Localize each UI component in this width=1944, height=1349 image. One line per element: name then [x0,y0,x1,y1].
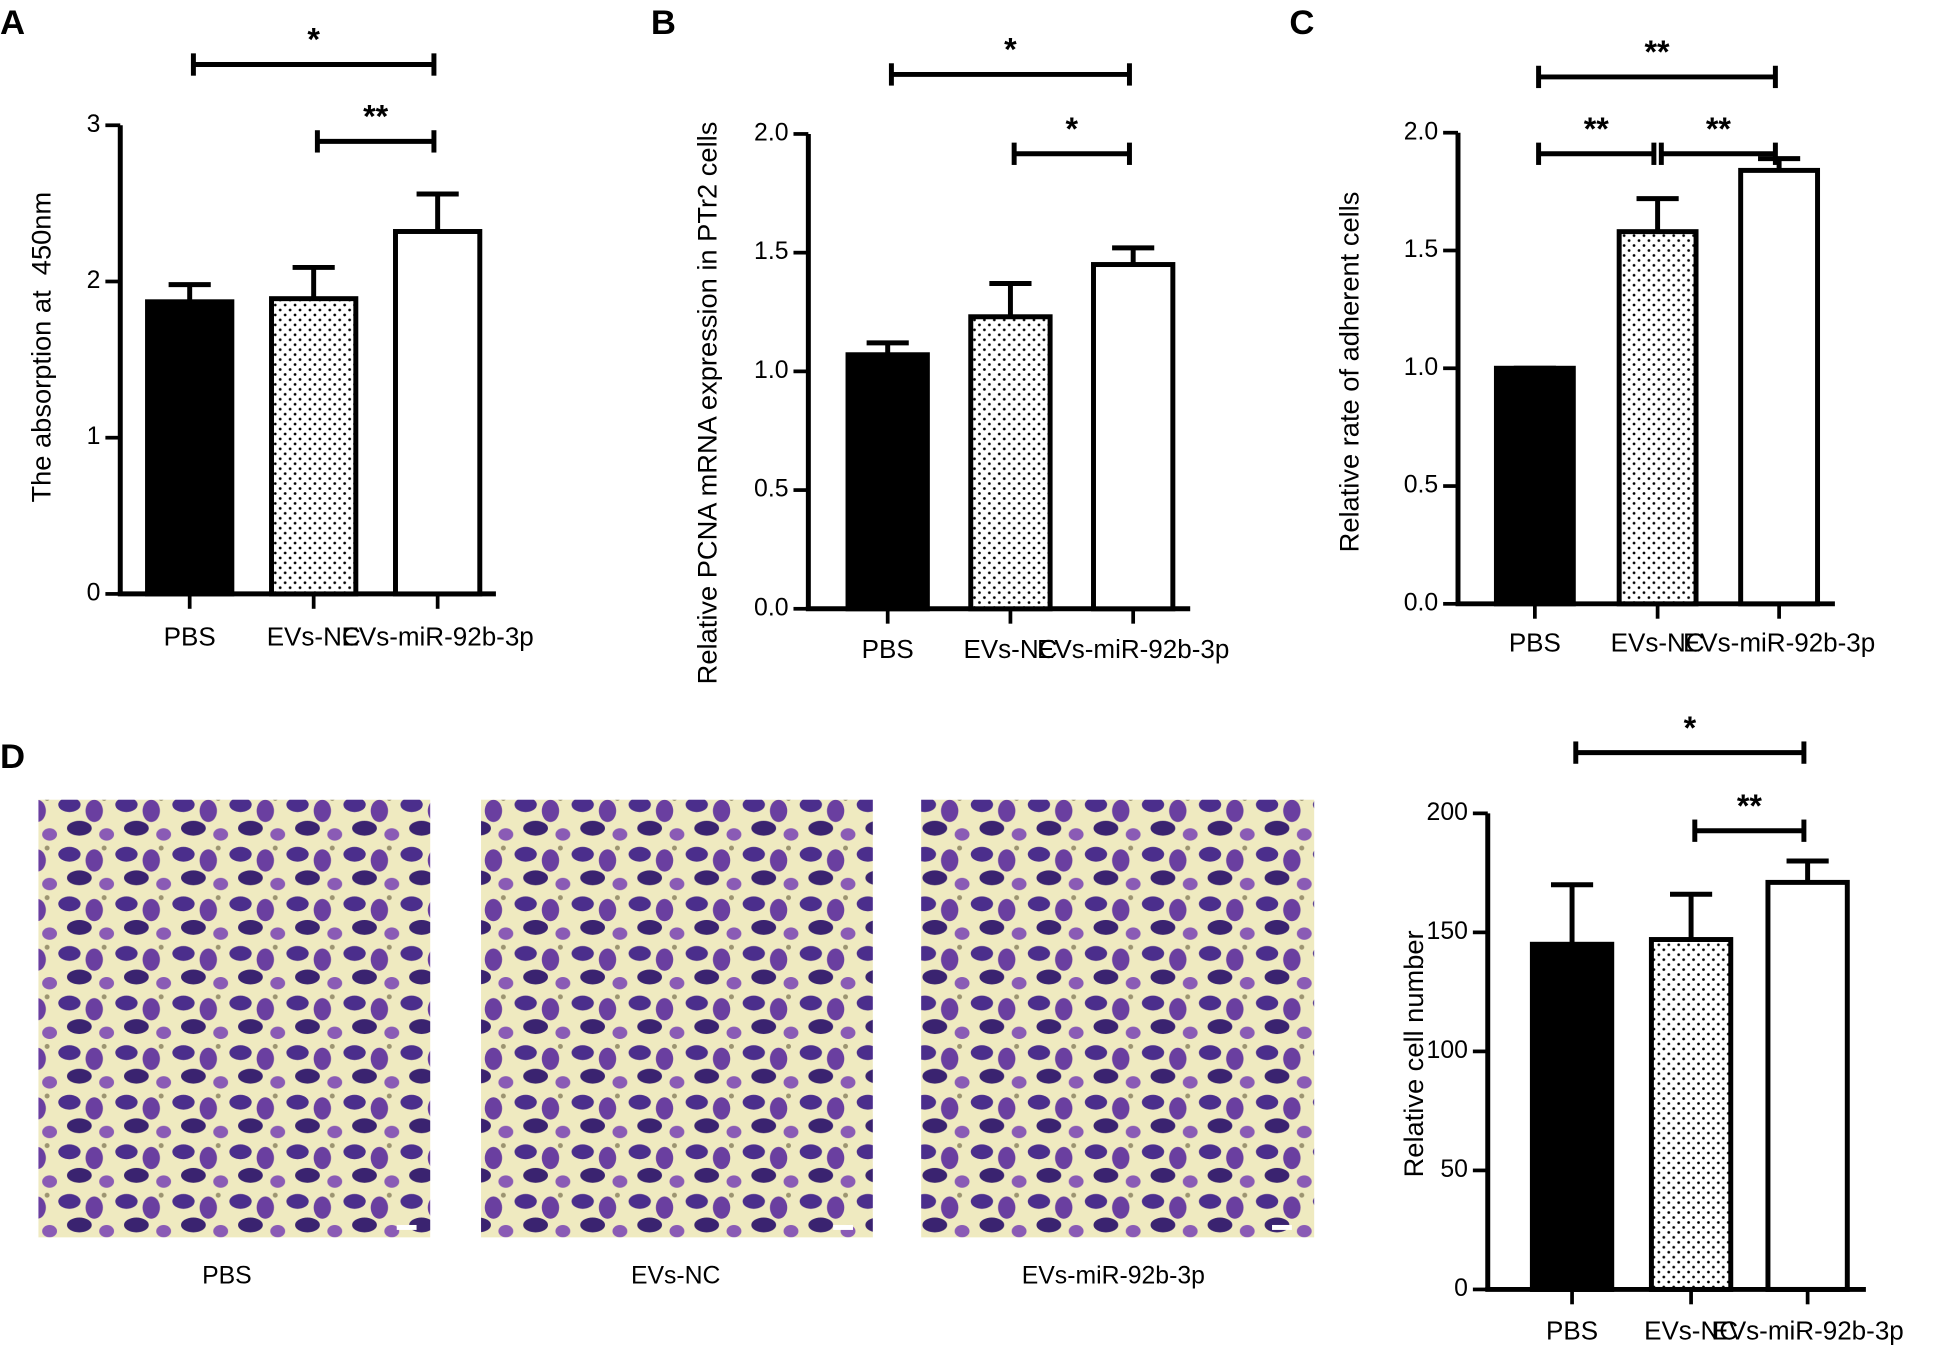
x-tick-label: PBS [1509,628,1561,658]
bar [845,352,930,612]
sig-label: ** [1644,34,1670,70]
sig-label: ** [363,99,389,135]
y-axis-label: The absorption at 450nm [26,192,57,503]
y-tick-label: 100 [1427,1037,1468,1064]
x-tick-label: EVs-miR-92b-3p [1683,628,1875,658]
bar [968,314,1053,612]
sig-label: ** [1706,111,1732,147]
x-tick-label: PBS [862,634,914,664]
x-tick-label: EVs-miR-92b-3p [1711,1316,1903,1346]
y-axis-label: Relative cell number [1398,930,1429,1177]
scale-bar [1272,1224,1292,1230]
y-tick-label: 0.5 [1404,472,1438,499]
panel-label: D [0,738,25,776]
panel-label: B [651,4,676,42]
y-axis-label: Relative rate of adherent cells [1334,192,1365,553]
y-tick-label: 3 [87,111,101,138]
x-tick-label: PBS [1546,1316,1598,1346]
bar [1765,879,1850,1292]
y-tick-label: 0.0 [1404,589,1438,616]
x-tick-label: EVs-miR-92b-3p [341,621,533,651]
panel-label: A [0,4,25,42]
bar [1738,167,1821,607]
y-tick-label: 1 [87,423,101,450]
micrograph-caption: EVs-miR-92b-3p [1022,1263,1205,1290]
micrograph [38,799,431,1238]
y-tick-label: 1.0 [754,357,788,384]
micrograph [921,799,1315,1238]
x-tick-label: EVs-NC [1644,1316,1738,1346]
bar [1529,941,1615,1292]
bar [269,296,359,597]
sig-label: * [1066,111,1079,147]
bar [1091,262,1176,612]
sig-label: ** [1584,111,1610,147]
y-tick-label: 1.5 [1404,236,1438,263]
sig-label: * [1684,710,1697,746]
sig-label: * [307,22,320,58]
bar [145,299,235,597]
x-tick-label: EVs-NC [267,621,361,651]
scale-bar [396,1224,417,1230]
x-tick-label: EVs-miR-92b-3p [1037,634,1229,664]
micrograph-caption: PBS [202,1263,252,1290]
y-tick-label: 2 [87,267,101,294]
micrograph-caption: EVs-NC [631,1263,721,1290]
y-tick-label: 200 [1427,799,1468,826]
bar [1648,937,1734,1292]
x-tick-label: EVs-NC [1611,628,1705,658]
scale-bar [833,1224,853,1230]
y-tick-label: 2.0 [754,119,788,146]
y-tick-label: 1.0 [1404,354,1438,381]
y-tick-label: 0 [1454,1275,1468,1302]
y-axis-label: Relative PCNA mRNA expression in PTr2 ce… [691,122,722,685]
micrograph [481,799,873,1238]
y-tick-label: 1.5 [754,238,788,265]
y-tick-label: 0.0 [754,594,788,621]
y-tick-label: 0.5 [754,476,788,503]
bar [1493,365,1576,607]
y-tick-label: 0 [87,579,101,606]
y-tick-label: 150 [1427,918,1468,945]
y-tick-label: 2.0 [1404,118,1438,145]
x-tick-label: PBS [164,621,216,651]
sig-label: * [1004,32,1017,68]
bar [1616,229,1699,607]
y-tick-label: 50 [1440,1156,1468,1183]
panel-label: C [1289,4,1314,42]
sig-label: ** [1737,788,1763,824]
bar [393,229,483,597]
x-tick-label: EVs-NC [963,634,1057,664]
